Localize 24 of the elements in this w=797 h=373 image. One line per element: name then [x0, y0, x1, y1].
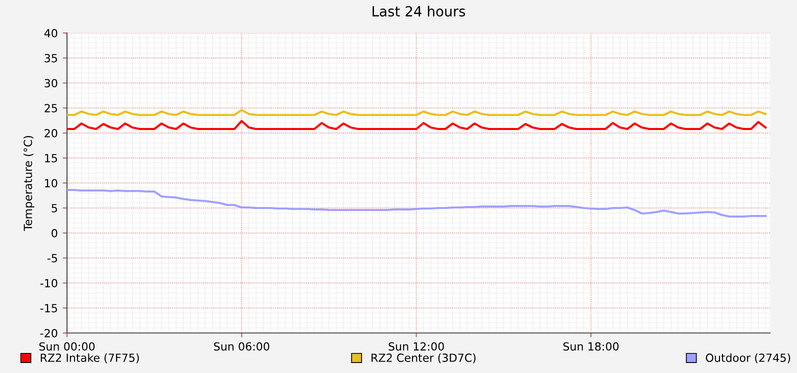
y-tick-label: -20: [40, 328, 58, 338]
y-tick-label: 30: [44, 78, 58, 88]
x-tick-label: Sun 00:00: [39, 342, 95, 351]
y-tick-label: 20: [44, 128, 58, 138]
x-tick-label: Sun 12:00: [388, 342, 444, 351]
y-tick-label: 40: [44, 28, 58, 38]
line-series: [67, 188, 767, 218]
y-tick-label: 25: [44, 104, 57, 112]
y-tick-label: -10: [40, 278, 58, 288]
y-tick-label: 15: [45, 154, 57, 162]
y-tick-label: -5: [47, 254, 57, 262]
legend-label: RZ2 Center (3D7C): [372, 353, 476, 364]
y-tick-label: -15: [40, 304, 57, 312]
y-tick-label: 10: [45, 178, 58, 188]
y-tick-label: 35: [44, 54, 57, 62]
legend-label: Outdoor (2745): [706, 353, 790, 364]
chart-title: Last 24 hours: [372, 6, 466, 17]
x-tick-label: Sun 06:00: [214, 342, 270, 351]
legend-label: RZ2 Intake (7F75): [40, 353, 139, 364]
x-tick-label: Sun 18:00: [563, 342, 619, 351]
y-axis-title: Temperature (°C): [24, 136, 34, 231]
y-tick-label: 0: [52, 228, 58, 238]
y-tick-label: 5: [52, 204, 57, 212]
line-series: [67, 120, 767, 130]
